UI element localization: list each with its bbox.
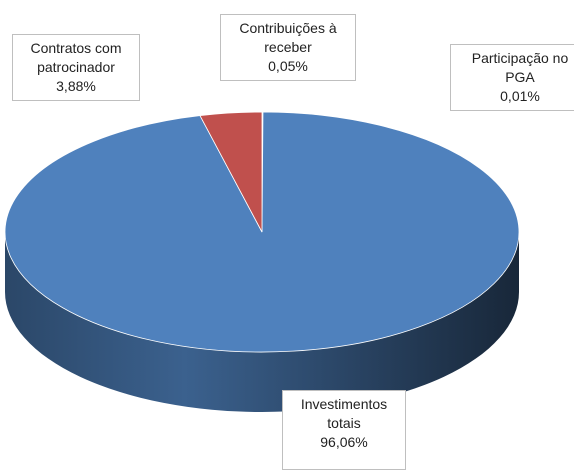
slice-label: Participação no PGA xyxy=(471,50,569,85)
slice-label: Investimentos totais xyxy=(300,396,388,431)
slice-value-label: 96,06% xyxy=(320,434,368,450)
label-box: Participação no PGA 0,01% xyxy=(450,44,574,111)
label-box: Contratos com patrocinador 3,88% xyxy=(12,34,140,101)
slice-label: Contribuições à receber xyxy=(239,20,337,55)
slice xyxy=(199,111,263,233)
slice-value-label: 0,05% xyxy=(268,58,308,74)
slice-side xyxy=(5,232,519,412)
slice-value-label: 0,01% xyxy=(500,88,540,104)
label-box: Investimentos totais 96,06% xyxy=(282,390,406,470)
label-box: Contribuições à receber 0,05% xyxy=(220,14,356,81)
slice-value-label: 3,88% xyxy=(56,78,96,94)
slice-label: Contratos com patrocinador xyxy=(30,40,122,75)
